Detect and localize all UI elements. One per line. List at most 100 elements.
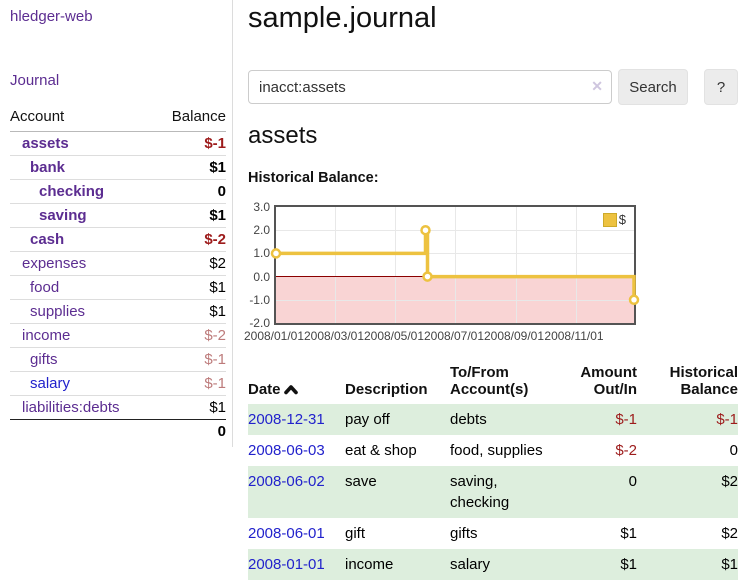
transaction-date-link[interactable]: 2008-12-31 bbox=[248, 411, 325, 428]
historical-balance-chart: 3.0 2.0 1.0 0.0 -1.0 -2.0 bbox=[244, 200, 648, 350]
gridline bbox=[276, 230, 634, 231]
y-tick-label: 1.0 bbox=[253, 246, 270, 260]
gridline bbox=[276, 300, 634, 301]
account-balance: $-1 bbox=[154, 371, 226, 396]
account-link-liabilities-debts[interactable]: liabilities:debts bbox=[22, 399, 120, 416]
transaction-row: 2008-12-31 pay off debts $-1 $-1 bbox=[248, 404, 738, 435]
balance-column-header: Balance bbox=[154, 104, 226, 132]
account-balance: $-1 bbox=[204, 135, 226, 152]
account-link-checking[interactable]: checking bbox=[39, 183, 105, 200]
account-link-salary[interactable]: salary bbox=[30, 375, 71, 392]
transaction-accounts: gifts bbox=[450, 525, 478, 542]
sort-ascending-icon bbox=[283, 385, 298, 395]
help-button[interactable]: ? bbox=[704, 69, 738, 105]
account-row-checking: checking 0 bbox=[10, 179, 226, 204]
transaction-description: pay off bbox=[345, 404, 450, 435]
account-row-food: food $1 bbox=[10, 275, 226, 300]
transaction-register-table: Date Description To/From Account(s) Amou… bbox=[248, 362, 738, 580]
transaction-date-link[interactable]: 2008-06-01 bbox=[248, 525, 325, 542]
amount-column-header: Amount Out/In bbox=[580, 364, 637, 398]
account-row-income: income $-2 bbox=[10, 323, 226, 348]
sidebar-item-journal[interactable]: Journal bbox=[10, 72, 60, 89]
date-column-header[interactable]: Date bbox=[248, 362, 345, 404]
account-balance: $-2 bbox=[154, 323, 226, 348]
account-column-header: Account bbox=[10, 104, 155, 132]
gridline bbox=[576, 207, 577, 323]
brand-link[interactable]: hledger-web bbox=[10, 8, 93, 25]
chart-plot-area: $ bbox=[270, 205, 640, 325]
account-row-liabilities-debts: liabilities:debts $1 bbox=[10, 395, 226, 420]
x-tick-label: 2008/05/01 bbox=[363, 329, 425, 343]
transaction-accounts: food, supplies bbox=[450, 442, 543, 459]
legend-swatch-icon bbox=[602, 212, 617, 227]
page-title: sample.journal bbox=[248, 2, 437, 34]
account-balance: $1 bbox=[154, 275, 226, 300]
transaction-balance: $-1 bbox=[637, 404, 738, 435]
account-link-cash[interactable]: cash bbox=[30, 231, 65, 248]
account-link-expenses[interactable]: expenses bbox=[22, 255, 87, 272]
clear-search-icon[interactable]: ✕ bbox=[591, 78, 603, 94]
account-row-expenses: expenses $2 bbox=[10, 251, 226, 276]
account-link-assets[interactable]: assets bbox=[22, 135, 69, 152]
data-point-marker bbox=[270, 248, 282, 259]
y-tick-label: 0.0 bbox=[253, 270, 270, 284]
search-input[interactable] bbox=[248, 70, 612, 104]
transaction-amount: $-2 bbox=[615, 442, 637, 459]
register-header-row: Date Description To/From Account(s) Amou… bbox=[248, 362, 738, 404]
account-balance: $-2 bbox=[154, 227, 226, 252]
transaction-balance: $1 bbox=[637, 549, 738, 580]
account-balance: $2 bbox=[154, 251, 226, 276]
x-tick-label: 2008/09/01 bbox=[483, 329, 545, 343]
gridline bbox=[395, 207, 396, 323]
x-tick-label: 2008/07/01 bbox=[423, 329, 485, 343]
data-point-marker bbox=[422, 271, 433, 282]
transaction-amount: $1 bbox=[620, 525, 637, 542]
account-row-supplies: supplies $1 bbox=[10, 299, 226, 324]
account-row-cash: cash $-2 bbox=[10, 227, 226, 252]
transaction-description: eat & shop bbox=[345, 442, 417, 459]
transaction-description: income bbox=[345, 549, 450, 580]
account-link-food[interactable]: food bbox=[30, 279, 60, 296]
transaction-accounts: salary bbox=[450, 549, 554, 580]
sidebar: hledger-web Journal Account Balance asse… bbox=[0, 0, 233, 447]
x-tick-label: 2008/01/01 bbox=[243, 329, 305, 343]
account-link-supplies[interactable]: supplies bbox=[30, 303, 86, 320]
account-link-gifts[interactable]: gifts bbox=[30, 351, 58, 368]
transaction-date-link[interactable]: 2008-06-03 bbox=[248, 442, 325, 459]
search-form: ✕ Search ? bbox=[248, 69, 738, 105]
account-balance: $1 bbox=[154, 203, 226, 228]
chart-legend: $ bbox=[602, 212, 626, 227]
account-column-header: To/From Account(s) bbox=[450, 364, 529, 398]
y-tick-label: 3.0 bbox=[253, 200, 270, 214]
gridline bbox=[276, 253, 634, 254]
account-link-income[interactable]: income bbox=[22, 327, 71, 344]
account-link-bank[interactable]: bank bbox=[30, 159, 66, 176]
transaction-row: 2008-06-02 save saving, checking 0 $2 bbox=[248, 466, 738, 518]
account-balance-table: Account Balance assets $-1 bank $1 check… bbox=[10, 104, 226, 443]
transaction-amount: $-1 bbox=[554, 404, 637, 435]
data-point-marker bbox=[628, 294, 640, 306]
x-tick-label: 2008/03/01 bbox=[303, 329, 365, 343]
gridline bbox=[335, 207, 336, 323]
transaction-amount: 0 bbox=[554, 466, 637, 518]
y-tick-label: -1.0 bbox=[249, 293, 270, 307]
transaction-date-link[interactable]: 2008-01-01 bbox=[248, 556, 325, 573]
x-tick-label: 2008/11/01 bbox=[544, 329, 604, 343]
main-content: sample.journal ✕ Search ? assets Histori… bbox=[244, 0, 738, 582]
transaction-row: 2008-01-01 income salary $1 $1 bbox=[248, 549, 738, 580]
transaction-accounts: saving, checking bbox=[450, 466, 554, 518]
transaction-row: 2008-06-03 eat & shop food, supplies $-2… bbox=[248, 435, 738, 466]
account-heading: assets bbox=[248, 122, 318, 149]
search-input-wrap: ✕ bbox=[248, 70, 612, 104]
transaction-description: save bbox=[345, 466, 450, 518]
transaction-description: gift bbox=[345, 525, 366, 542]
account-balance: $1 bbox=[154, 155, 226, 180]
account-balance: $1 bbox=[154, 299, 226, 324]
y-tick-label: -2.0 bbox=[249, 316, 270, 330]
chart-title: Historical Balance: bbox=[248, 170, 379, 186]
transaction-date-link[interactable]: 2008-06-02 bbox=[248, 473, 325, 490]
account-link-saving[interactable]: saving bbox=[39, 207, 87, 224]
account-balance: 0 bbox=[154, 179, 226, 204]
y-tick-label: 2.0 bbox=[253, 223, 270, 237]
search-button[interactable]: Search bbox=[618, 69, 688, 105]
